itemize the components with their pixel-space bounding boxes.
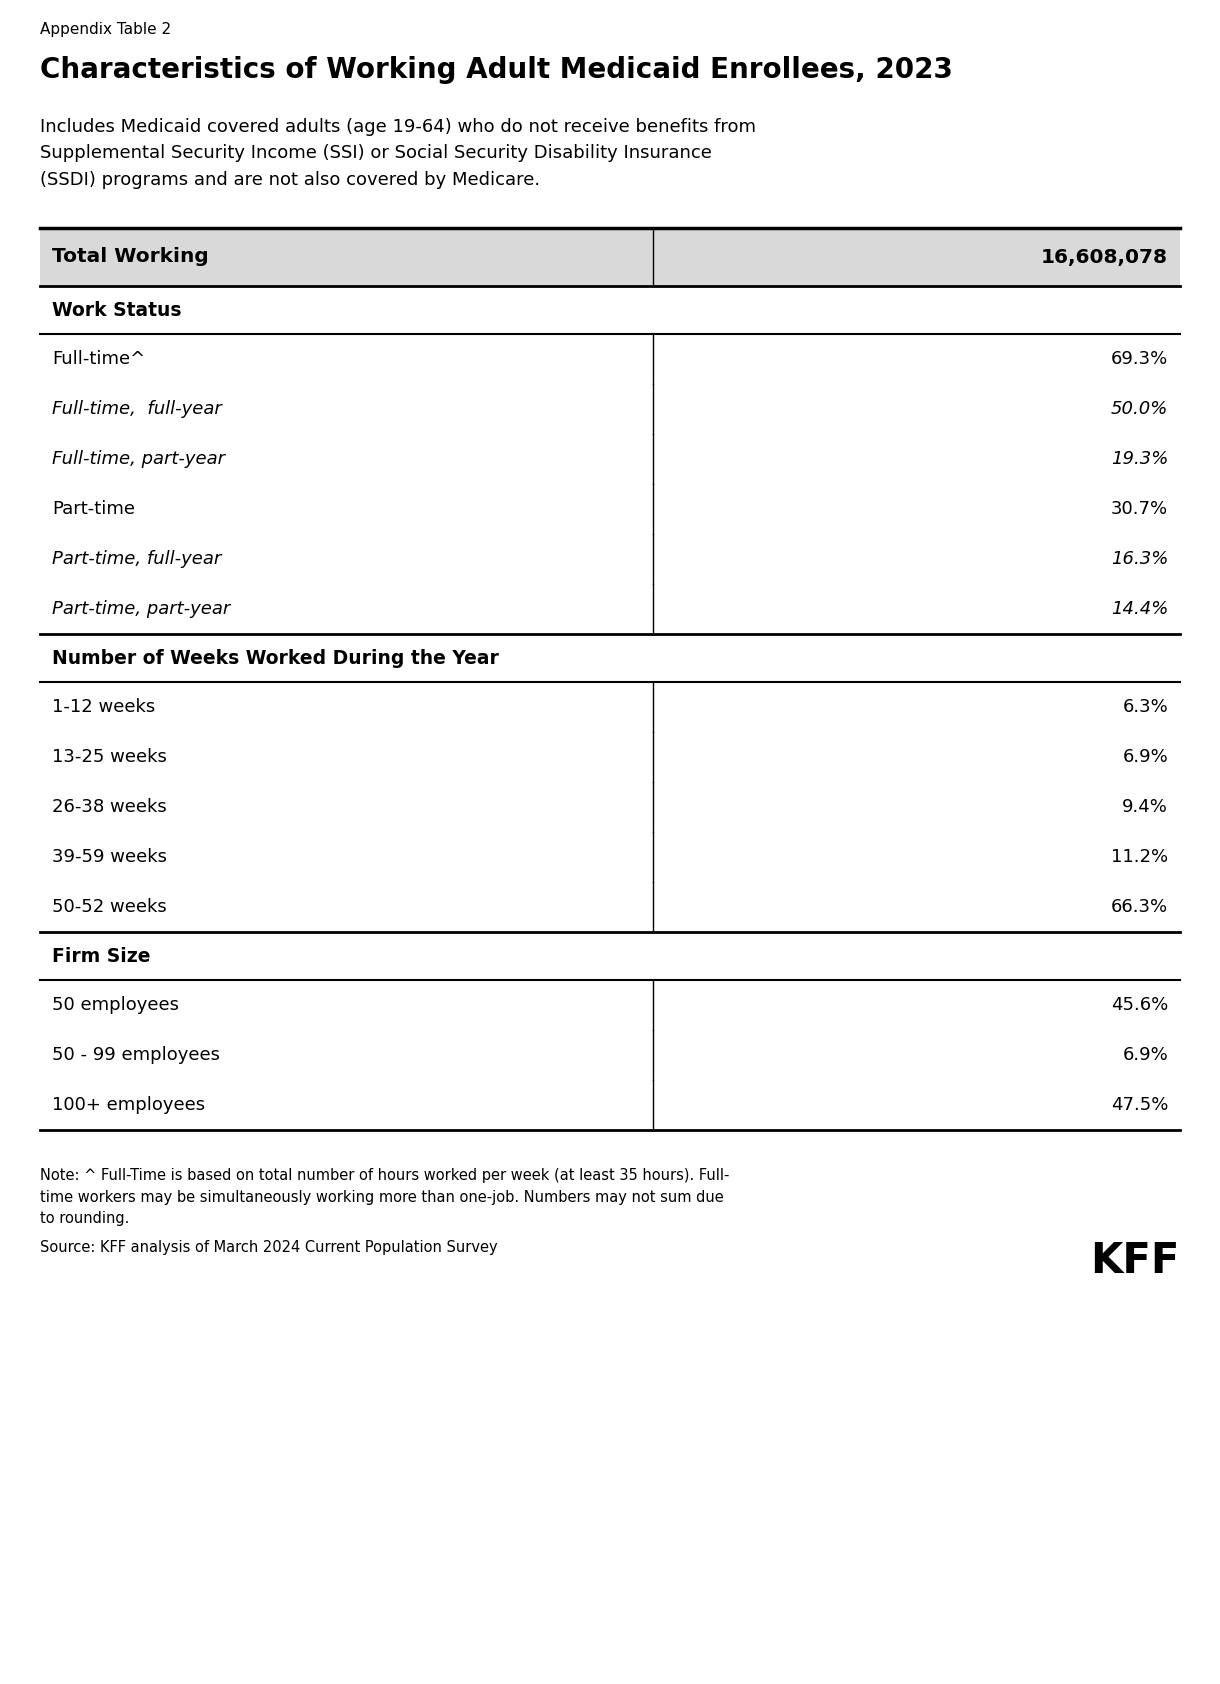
Text: Part-time, full-year: Part-time, full-year bbox=[52, 551, 221, 568]
Text: Includes Medicaid covered adults (age 19-64) who do not receive benefits from
Su: Includes Medicaid covered adults (age 19… bbox=[40, 118, 756, 189]
Text: 6.3%: 6.3% bbox=[1122, 697, 1168, 716]
Text: 50.0%: 50.0% bbox=[1110, 401, 1168, 418]
Text: Part-time: Part-time bbox=[52, 500, 135, 519]
Text: Full-time^: Full-time^ bbox=[52, 350, 145, 369]
Text: 50 employees: 50 employees bbox=[52, 995, 179, 1014]
Text: 45.6%: 45.6% bbox=[1110, 995, 1168, 1014]
Text: 16,608,078: 16,608,078 bbox=[1041, 248, 1168, 266]
Text: 39-59 weeks: 39-59 weeks bbox=[52, 849, 167, 866]
Text: Part-time, part-year: Part-time, part-year bbox=[52, 600, 231, 618]
Text: Characteristics of Working Adult Medicaid Enrollees, 2023: Characteristics of Working Adult Medicai… bbox=[40, 56, 953, 84]
Text: 50 - 99 employees: 50 - 99 employees bbox=[52, 1046, 220, 1064]
Text: Appendix Table 2: Appendix Table 2 bbox=[40, 22, 171, 37]
Text: 30.7%: 30.7% bbox=[1111, 500, 1168, 519]
Text: 47.5%: 47.5% bbox=[1110, 1096, 1168, 1115]
Text: Full-time,  full-year: Full-time, full-year bbox=[52, 401, 222, 418]
Text: Work Status: Work Status bbox=[52, 300, 182, 320]
Text: 13-25 weeks: 13-25 weeks bbox=[52, 748, 167, 766]
Text: Full-time, part-year: Full-time, part-year bbox=[52, 450, 224, 468]
Text: Source: KFF analysis of March 2024 Current Population Survey: Source: KFF analysis of March 2024 Curre… bbox=[40, 1239, 498, 1255]
Text: 14.4%: 14.4% bbox=[1110, 600, 1168, 618]
Text: 26-38 weeks: 26-38 weeks bbox=[52, 798, 167, 817]
Text: 11.2%: 11.2% bbox=[1111, 849, 1168, 866]
Text: 16.3%: 16.3% bbox=[1110, 551, 1168, 568]
Text: 100+ employees: 100+ employees bbox=[52, 1096, 205, 1115]
Text: 66.3%: 66.3% bbox=[1111, 898, 1168, 916]
Text: 9.4%: 9.4% bbox=[1122, 798, 1168, 817]
Text: 1-12 weeks: 1-12 weeks bbox=[52, 697, 155, 716]
Text: Number of Weeks Worked During the Year: Number of Weeks Worked During the Year bbox=[52, 648, 499, 667]
Text: 69.3%: 69.3% bbox=[1110, 350, 1168, 369]
Text: Total Working: Total Working bbox=[52, 248, 209, 266]
Text: 6.9%: 6.9% bbox=[1122, 1046, 1168, 1064]
Text: Firm Size: Firm Size bbox=[52, 946, 150, 965]
Text: 6.9%: 6.9% bbox=[1122, 748, 1168, 766]
Text: 50-52 weeks: 50-52 weeks bbox=[52, 898, 167, 916]
Text: Note: ^ Full-Time is based on total number of hours worked per week (at least 35: Note: ^ Full-Time is based on total numb… bbox=[40, 1169, 730, 1226]
Text: KFF: KFF bbox=[1091, 1239, 1180, 1282]
Text: 19.3%: 19.3% bbox=[1110, 450, 1168, 468]
Bar bbox=[40, 227, 1180, 286]
